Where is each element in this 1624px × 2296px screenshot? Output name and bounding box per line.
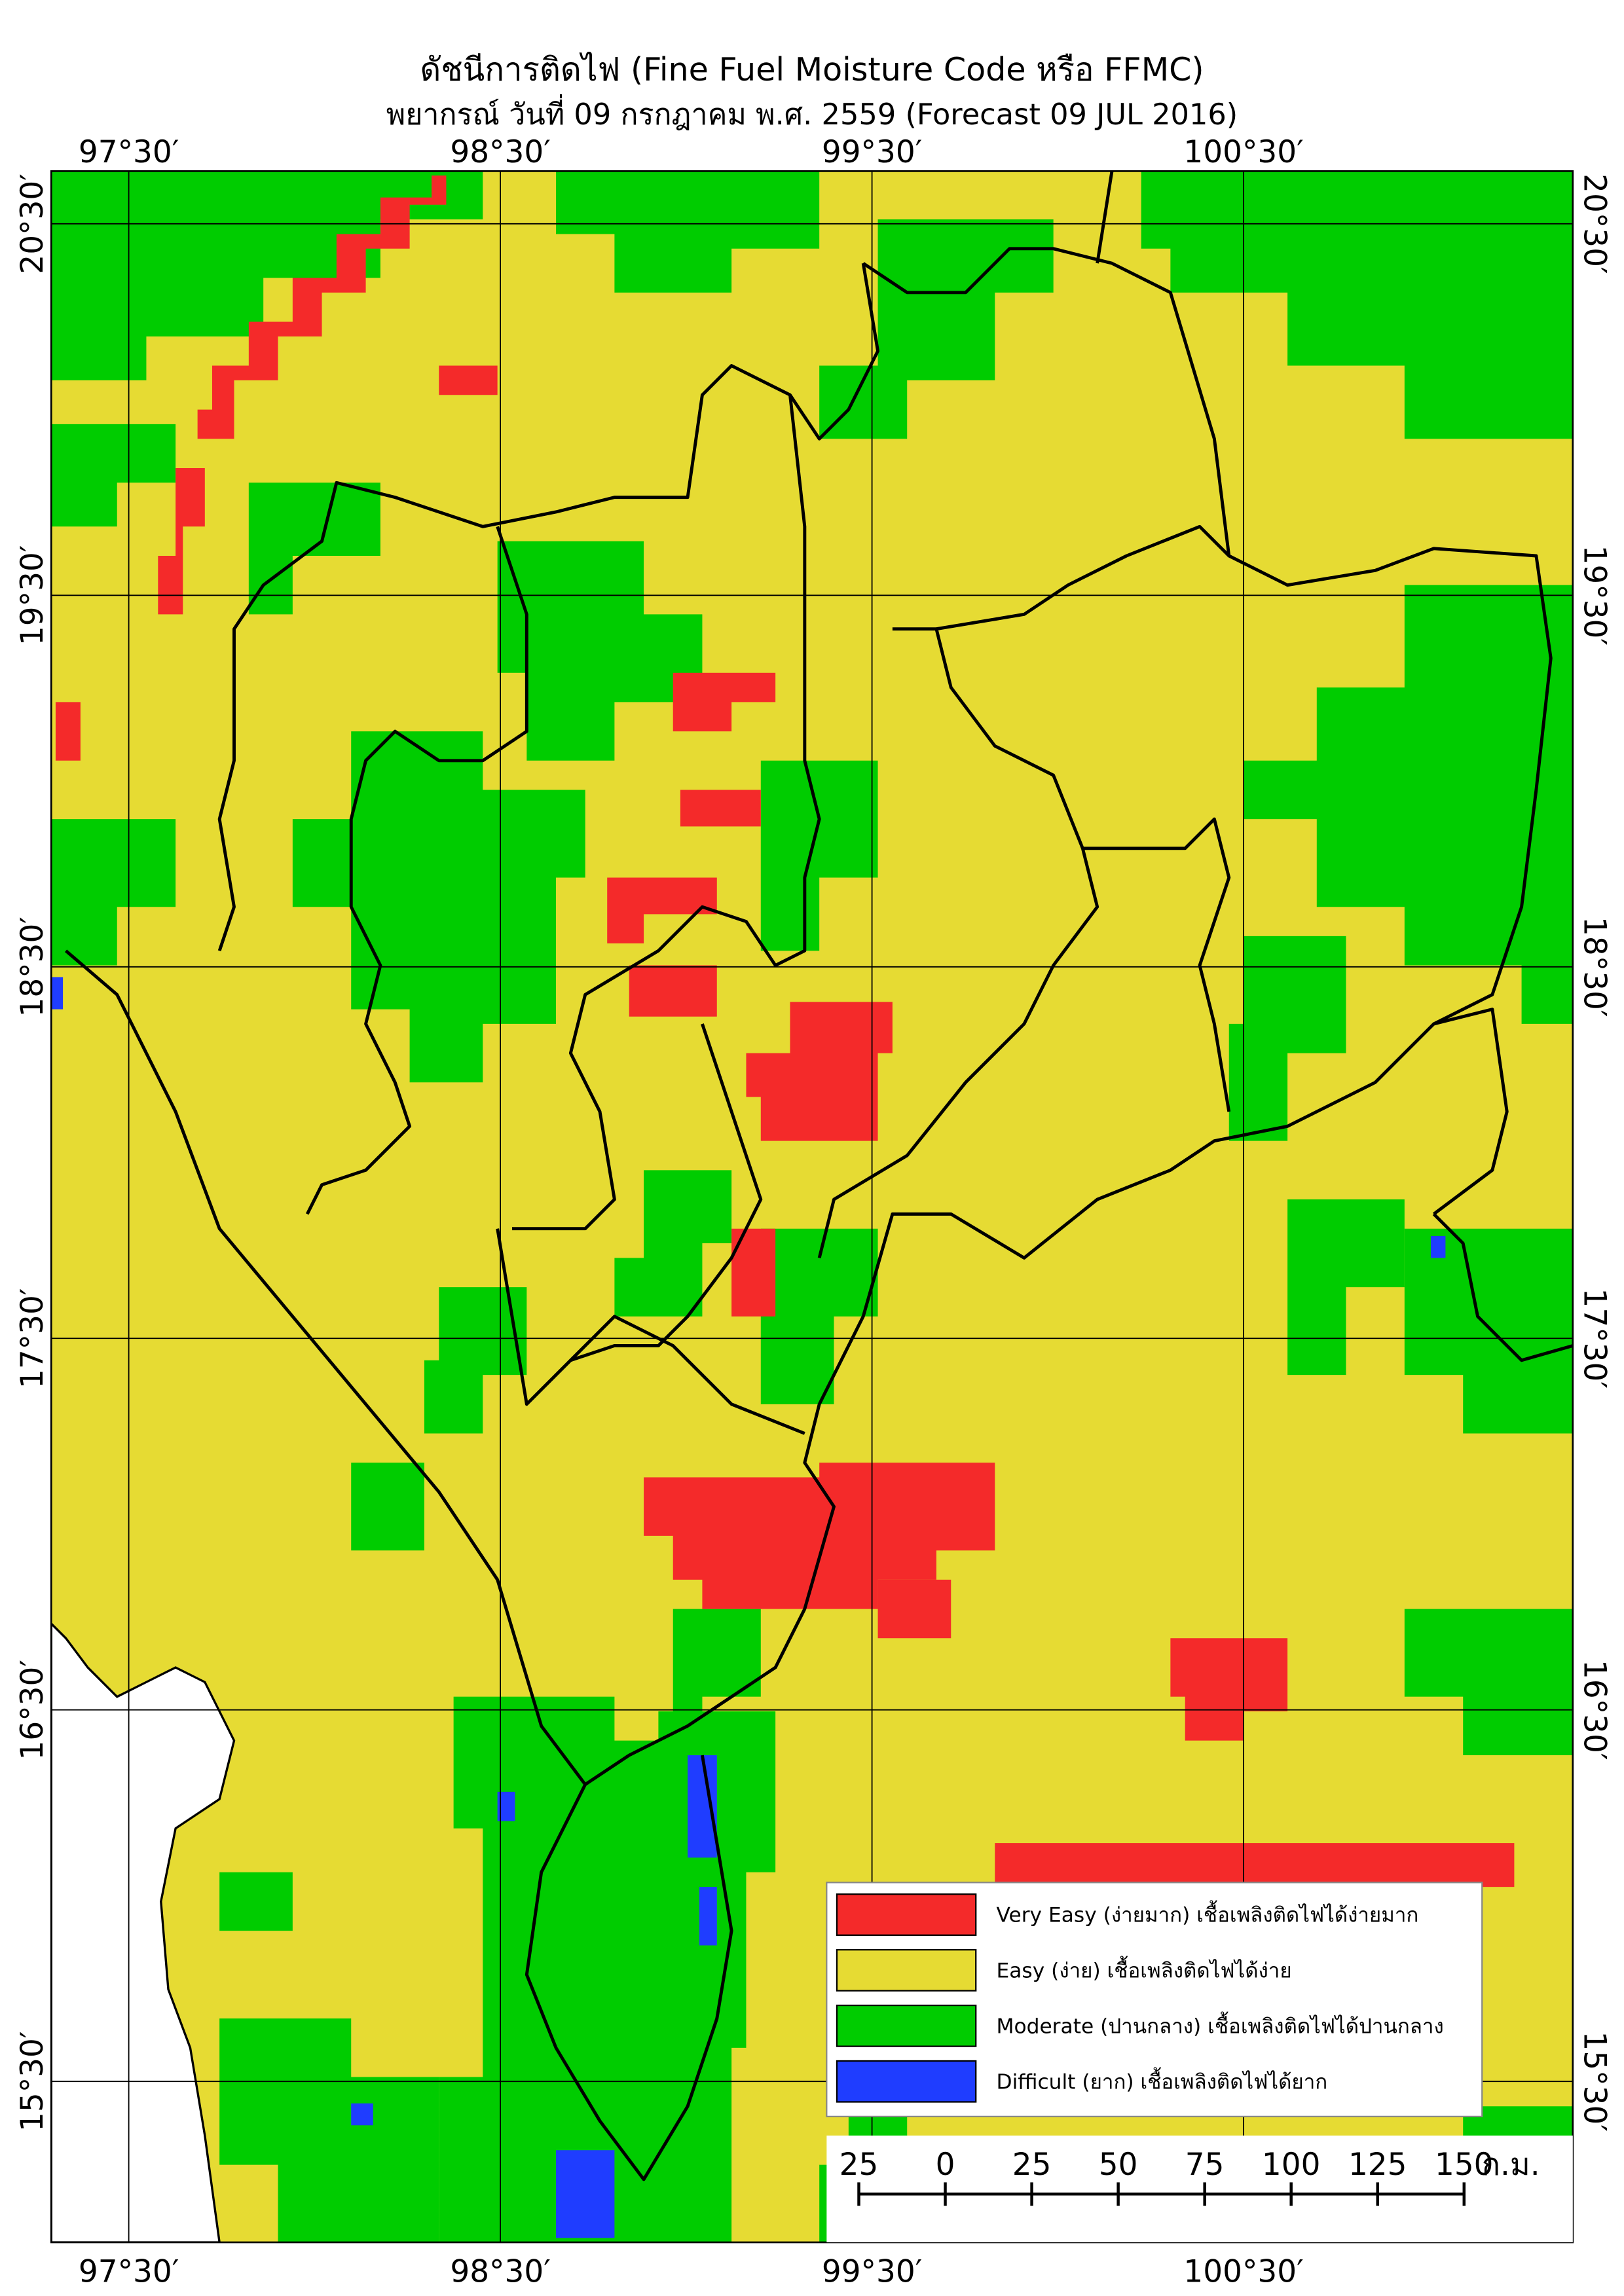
scale-bar-label: 50: [1099, 2147, 1138, 2183]
latitude-label: 18°30′: [14, 917, 50, 1017]
longitude-label: 100°30′: [1183, 134, 1303, 170]
subtitle: พยากรณ์ วันที่ 09 กรกฎาคม พ.ศ. 2559 (For…: [386, 94, 1238, 132]
scale-bar-label: 125: [1348, 2147, 1407, 2183]
legend-swatch: [836, 2060, 977, 2103]
legend-label: Difficult (ยาก) เชื้อเพลิงติดไฟได้ยาก: [997, 2066, 1328, 2094]
longitude-label: 100°30′: [1183, 2253, 1303, 2289]
scale-bar-label: 75: [1185, 2147, 1225, 2183]
frame-border: [50, 170, 1574, 2244]
scale-bar-box: [826, 2135, 1573, 2243]
scale-bar-label: 25: [840, 2147, 879, 2183]
legend-swatch: [836, 2004, 977, 2047]
map-frame: [50, 170, 1574, 2244]
longitude-label: 97°30′: [79, 134, 179, 170]
legend-swatch: [836, 1949, 977, 1992]
latitude-label: 19°30′: [1577, 545, 1613, 646]
latitude-label: 20°30′: [14, 173, 50, 274]
scale-bar-label: 150: [1435, 2147, 1494, 2183]
longitude-label: 98°30′: [450, 134, 550, 170]
legend-label: Easy (ง่าย) เชื้อเพลิงติดไฟได้ง่าย: [997, 1956, 1292, 1983]
longitude-label: 98°30′: [450, 2253, 550, 2289]
scale-bar-label: 0: [936, 2147, 955, 2183]
scale-bar-label: 100: [1262, 2147, 1321, 2183]
latitude-label: 19°30′: [14, 545, 50, 646]
dynamic-layer: 97°30′ 97°30′ 98°30′ 98°30′ 99°30′ 99°30′ 100°…: [14, 134, 1613, 2289]
latitude-label: 15°30′: [1577, 2032, 1613, 2132]
latitude-label: 16°30′: [1577, 1660, 1613, 1760]
province-boundaries: [64, 171, 1573, 2181]
legend-label: Moderate (ปานกลาง) เชื้อเพลิงติดไฟได้ปาน…: [997, 2011, 1444, 2039]
legend-swatch: [836, 1893, 977, 1936]
longitude-label: 99°30′: [822, 2253, 922, 2289]
title: ดัชนีการติดไฟ (Fine Fuel Moisture Code ห…: [420, 50, 1204, 88]
latitude-label: 17°30′: [14, 1288, 50, 1389]
scale-bar-unit: ก.ม.: [1482, 2147, 1540, 2183]
latitude-label: 17°30′: [1577, 1288, 1613, 1389]
very-easy-areas: [55, 175, 1515, 1887]
sea: [51, 1622, 236, 2243]
latitude-label: 15°30′: [14, 2032, 50, 2132]
longitude-label: 99°30′: [822, 134, 922, 170]
latitude-label: 18°30′: [1577, 917, 1613, 1017]
latitude-label: 20°30′: [1577, 173, 1613, 274]
scale-bar-label: 25: [1012, 2147, 1052, 2183]
map-raster: [51, 171, 1573, 2243]
longitude-label: 97°30′: [79, 2253, 179, 2289]
legend-label: Very Easy (ง่ายมาก) เชื้อเพลิงติดไฟได้ง่…: [997, 1900, 1419, 1927]
latitude-label: 16°30′: [14, 1660, 50, 1760]
